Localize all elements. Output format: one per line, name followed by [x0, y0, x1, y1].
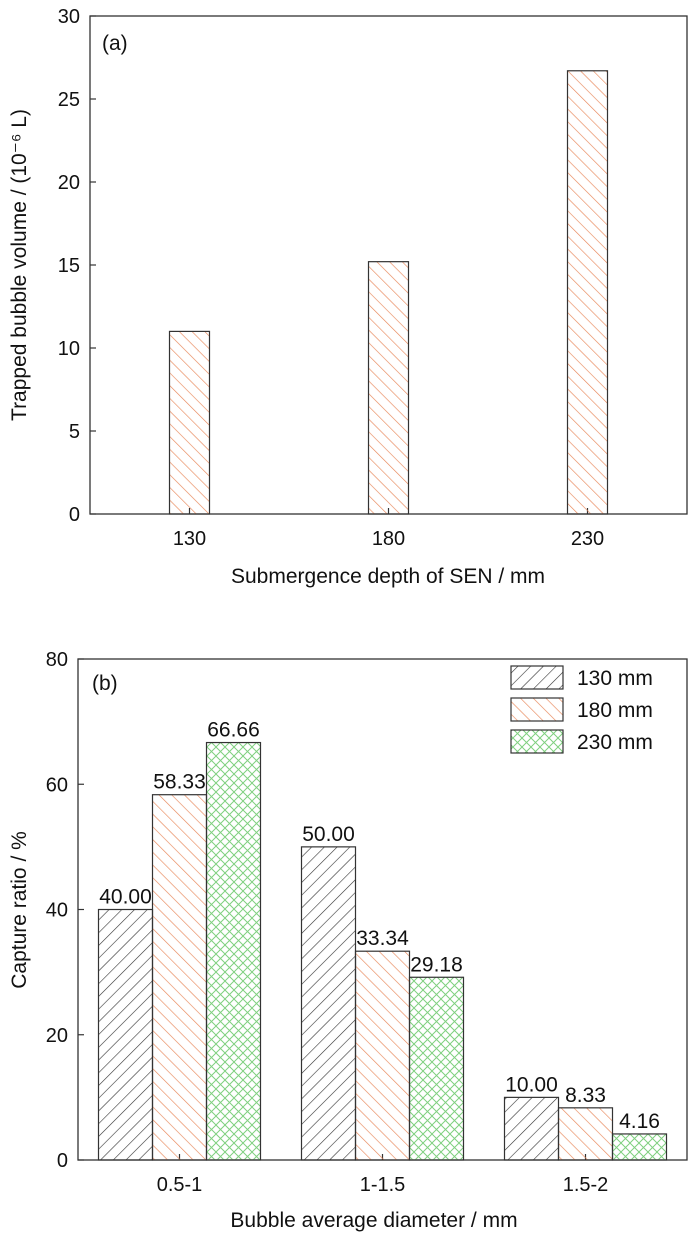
chart-a-y-tick-label: 15 [58, 255, 80, 277]
legend-swatch-130 [510, 665, 564, 690]
chart-b-bar-230-1.5-2 [611, 1133, 668, 1161]
chart-a-y-tick-label: 20 [58, 172, 80, 194]
chart-b-bars [97, 741, 668, 1161]
chart-b-bar-180-1-1.5 [354, 950, 411, 1161]
chart-a-x-tick-label: 130 [173, 528, 206, 550]
chart-b-bar-130-0.5-1 [97, 908, 154, 1161]
chart-b-legend: 130 mm 180 mm 230 mm [510, 665, 653, 754]
chart-b-data-label: 33.34 [356, 927, 409, 950]
legend-swatch-230 [510, 729, 564, 754]
chart-a: (a) 0 5 10 15 20 25 30 130 180 230 Submergence d… [8, 6, 688, 588]
chart-b-data-label: 8.33 [565, 1084, 606, 1107]
chart-b-data-label: 50.00 [302, 823, 355, 846]
legend-swatch-180 [510, 697, 564, 722]
chart-b-data-label: 58.33 [153, 771, 206, 794]
chart-a-x-tick-label: 230 [571, 528, 604, 550]
chart-a-bar-180 [367, 261, 410, 515]
chart-a-y-axis: 0 5 10 15 20 25 30 [58, 6, 96, 526]
legend-label-180: 180 mm [577, 699, 653, 722]
chart-b-y-tick-label: 60 [46, 774, 68, 796]
chart-b-x-tick-label: 1.5-2 [563, 1174, 609, 1196]
chart-b-bar-130-1.5-2 [503, 1096, 560, 1161]
chart-a-x-axis-title: Submergence depth of SEN / mm [231, 565, 545, 588]
chart-a-y-tick-label: 5 [69, 421, 80, 443]
chart-b-data-label: 4.16 [619, 1110, 660, 1133]
chart-a-bars [168, 70, 609, 515]
chart-b-x-tick-label: 1-1.5 [360, 1174, 406, 1196]
chart-a-x-tick-label: 180 [372, 528, 405, 550]
chart-a-y-tick-label: 10 [58, 338, 80, 360]
chart-a-bar-230 [566, 70, 609, 515]
chart-a-y-tick-label: 25 [58, 89, 80, 111]
chart-b-y-tick-label: 0 [57, 1150, 68, 1172]
chart-a-y-axis-title: Trapped bubble volume / (10⁻⁶ L) [8, 109, 31, 421]
chart-b-panel-label: (b) [92, 672, 118, 695]
chart-a-y-tick-label: 30 [58, 6, 80, 28]
chart-b-x-axis: 0.5-1 1-1.5 1.5-2 [157, 1154, 609, 1196]
chart-b-y-tick-label: 20 [46, 1025, 68, 1047]
chart-b-bar-230-0.5-1 [205, 741, 262, 1161]
chart-b-x-tick-label: 0.5-1 [157, 1174, 203, 1196]
legend-label-130: 130 mm [577, 667, 653, 690]
chart-b-y-axis: 0 20 40 60 80 [46, 649, 84, 1172]
chart-b-y-tick-label: 40 [46, 900, 68, 922]
chart-a-panel-label: (a) [102, 32, 128, 55]
chart-b-data-label: 40.00 [99, 886, 152, 909]
chart-b-bar-130-1-1.5 [300, 846, 357, 1161]
chart-b-data-label: 10.00 [505, 1073, 558, 1096]
chart-b-y-tick-label: 80 [46, 649, 68, 671]
chart-a-bar-130 [168, 330, 211, 515]
chart-b: (b) 0 20 40 60 80 0.5-1 1-1.5 1.5-2 40.00 58.33… [8, 649, 688, 1232]
chart-b-bar-180-1.5-2 [557, 1107, 614, 1161]
chart-a-y-tick-label: 0 [69, 504, 80, 526]
chart-b-bar-180-0.5-1 [151, 794, 208, 1161]
chart-b-x-axis-title: Bubble average diameter / mm [230, 1209, 517, 1232]
legend-label-230: 230 mm [577, 731, 653, 754]
chart-b-data-label: 66.66 [207, 719, 260, 742]
chart-b-y-axis-title: Capture ratio / % [8, 831, 31, 989]
chart-b-data-label: 29.18 [410, 953, 463, 976]
chart-b-bar-230-1-1.5 [408, 976, 465, 1161]
